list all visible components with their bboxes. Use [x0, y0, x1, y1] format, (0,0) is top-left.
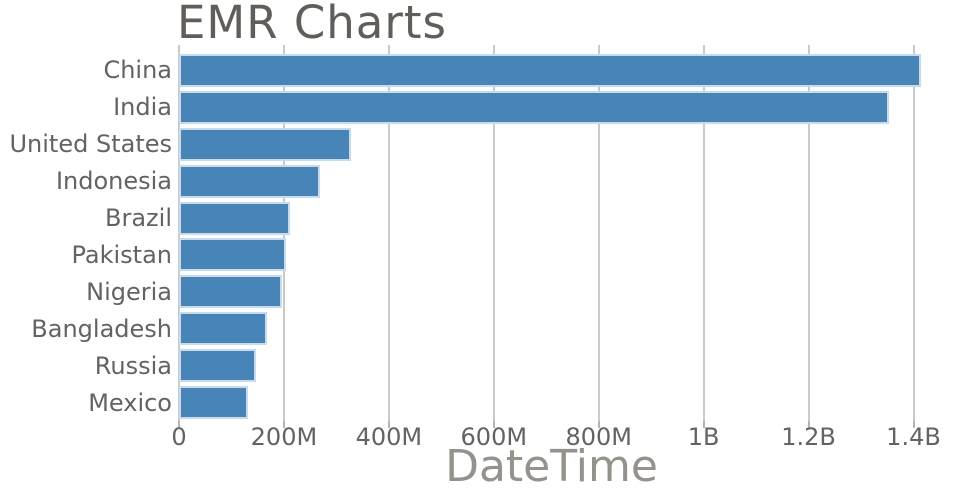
category-label: United States — [9, 130, 172, 159]
category-label: Bangladesh — [31, 314, 172, 343]
category-label: China — [103, 56, 172, 85]
gridline — [387, 45, 390, 421]
tick-label: 600M — [460, 423, 528, 451]
tick-label: 1.4B — [886, 423, 941, 451]
tick-label: 1B — [687, 423, 720, 451]
tick-mark — [387, 421, 390, 428]
bars-layer — [179, 52, 924, 421]
bar-brazil — [179, 201, 291, 235]
bar-mexico — [179, 386, 249, 420]
tick-label: 0 — [171, 423, 187, 451]
bar-pakistan — [179, 238, 286, 272]
bar-nigeria — [179, 275, 283, 309]
tick-mark — [807, 421, 810, 428]
category-label: India — [113, 93, 172, 122]
category-label: Brazil — [105, 204, 172, 233]
tick-mark — [492, 421, 495, 428]
category-label: Pakistan — [71, 240, 173, 269]
bar-india — [179, 90, 889, 124]
tick-label: 800M — [565, 423, 632, 451]
gridline — [597, 45, 600, 421]
category-label: Indonesia — [55, 167, 172, 196]
category-label: Mexico — [88, 388, 172, 417]
tick-label: 200M — [250, 423, 318, 451]
tick-mark — [912, 421, 915, 428]
bar-china — [179, 53, 922, 87]
category-label: Nigeria — [86, 277, 172, 306]
gridline — [912, 45, 915, 421]
bar-united-states — [179, 127, 352, 161]
bar-russia — [179, 349, 256, 383]
gridline — [807, 45, 810, 421]
tick-label: 1.2B — [781, 423, 836, 451]
tick-label: 400M — [355, 423, 423, 451]
bar-bangladesh — [179, 312, 267, 346]
tick-mark — [702, 421, 705, 428]
plot-area — [178, 45, 924, 428]
bar-indonesia — [179, 164, 320, 198]
x-axis-title: DateTime — [445, 441, 658, 492]
chart-title: EMR Charts — [177, 0, 447, 49]
tick-mark — [597, 421, 600, 428]
gridline — [702, 45, 705, 421]
tick-mark — [178, 421, 180, 428]
category-label: Russia — [94, 351, 172, 380]
x-axis-tick-labels: 0 200M 400M 600M 800M 1B 1.2B 1.4B — [171, 423, 940, 453]
gridline — [492, 45, 495, 421]
tick-mark — [282, 421, 285, 428]
y-axis-category-labels: China India United States Indonesia Brazil Pa… — [0, 52, 172, 421]
